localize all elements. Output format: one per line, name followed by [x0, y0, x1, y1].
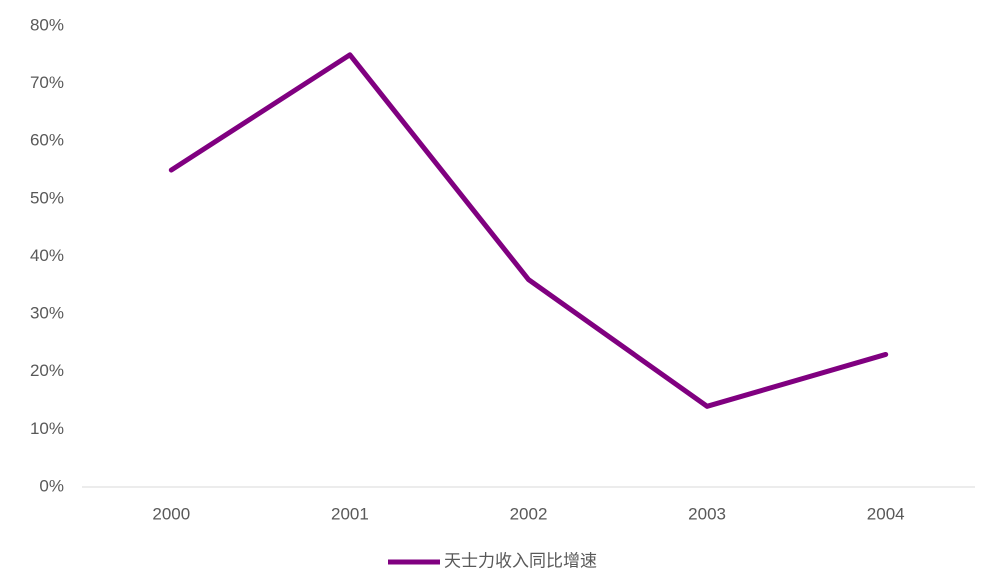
series-line: [168, 52, 889, 409]
y-tick-label: 50%: [30, 188, 64, 207]
x-tick-label: 2001: [331, 504, 369, 523]
y-tick-label: 70%: [30, 73, 64, 92]
y-tick-label: 10%: [30, 419, 64, 438]
x-tick-label: 2000: [152, 504, 190, 523]
y-tick-label: 20%: [30, 361, 64, 380]
y-tick-label: 30%: [30, 304, 64, 323]
legend-label: 天士力收入同比增速: [444, 551, 597, 570]
x-tick-label: 2004: [867, 504, 905, 523]
y-tick-label: 60%: [30, 131, 64, 150]
y-tick-label: 80%: [30, 15, 64, 34]
x-tick-label: 2002: [510, 504, 548, 523]
y-tick-label: 40%: [30, 246, 64, 265]
x-tick-label: 2003: [688, 504, 726, 523]
y-tick-label: 0%: [39, 476, 64, 495]
